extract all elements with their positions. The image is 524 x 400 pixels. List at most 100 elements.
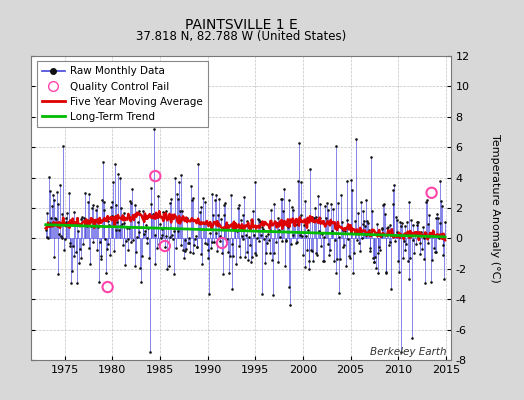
Point: [66, 240, 74, 246]
Point: [157, 234, 165, 241]
Point: [94, 224, 102, 230]
Point: [135, 208, 144, 214]
Point: [374, 250, 383, 256]
Point: [185, 235, 194, 241]
Point: [151, 232, 159, 238]
Point: [148, 214, 156, 220]
Point: [257, 232, 265, 238]
Point: [208, 239, 216, 245]
Point: [134, 219, 142, 225]
Point: [410, 250, 418, 256]
Point: [223, 222, 232, 228]
Point: [170, 270, 179, 277]
Point: [365, 227, 373, 233]
Point: [171, 175, 179, 182]
Point: [166, 234, 174, 241]
Point: [377, 226, 386, 232]
Point: [135, 229, 143, 236]
Point: [118, 221, 126, 227]
Point: [132, 249, 140, 256]
Point: [290, 219, 299, 226]
Point: [69, 243, 77, 250]
Point: [64, 190, 73, 196]
Point: [424, 240, 433, 246]
Point: [85, 245, 94, 252]
Point: [149, 126, 158, 132]
Point: [238, 233, 246, 240]
Point: [225, 270, 233, 276]
Point: [122, 238, 130, 244]
Point: [92, 207, 100, 213]
Point: [172, 244, 180, 251]
Point: [421, 280, 430, 287]
Point: [219, 271, 227, 278]
Point: [115, 226, 123, 233]
Point: [108, 199, 117, 205]
Point: [270, 250, 279, 256]
Point: [402, 241, 410, 248]
Point: [374, 270, 382, 277]
Point: [52, 216, 60, 223]
Point: [413, 219, 421, 225]
Point: [41, 226, 50, 233]
Point: [161, 243, 169, 249]
Point: [50, 253, 59, 260]
Point: [280, 263, 289, 270]
Point: [51, 215, 59, 222]
Point: [274, 258, 282, 265]
Point: [244, 257, 253, 264]
Point: [203, 255, 212, 261]
Point: [397, 222, 405, 229]
Point: [343, 178, 351, 184]
Point: [362, 197, 370, 203]
Point: [311, 214, 320, 220]
Point: [400, 238, 408, 244]
Point: [292, 240, 300, 246]
Point: [152, 245, 161, 251]
Point: [147, 201, 156, 207]
Point: [308, 214, 316, 220]
Point: [100, 206, 108, 213]
Point: [297, 178, 305, 185]
Point: [248, 254, 256, 260]
Point: [336, 256, 344, 262]
Point: [74, 227, 82, 234]
Point: [345, 253, 353, 260]
Point: [411, 240, 420, 247]
Point: [245, 234, 253, 240]
Point: [160, 210, 168, 216]
Point: [428, 190, 436, 196]
Point: [128, 186, 136, 192]
Point: [124, 236, 133, 242]
Point: [43, 234, 51, 241]
Point: [129, 213, 138, 220]
Point: [272, 239, 280, 246]
Point: [83, 223, 91, 230]
Point: [131, 262, 139, 269]
Point: [334, 200, 342, 207]
Point: [194, 161, 202, 167]
Point: [418, 246, 426, 252]
Point: [192, 244, 201, 250]
Point: [307, 246, 315, 253]
Point: [127, 238, 136, 245]
Point: [281, 238, 290, 244]
Point: [266, 250, 275, 256]
Point: [363, 218, 372, 224]
Point: [64, 222, 72, 228]
Point: [112, 227, 120, 233]
Point: [289, 232, 298, 238]
Point: [183, 215, 191, 222]
Point: [316, 214, 325, 221]
Point: [434, 235, 443, 241]
Point: [254, 238, 263, 244]
Point: [215, 233, 224, 240]
Point: [151, 173, 159, 179]
Point: [69, 209, 78, 215]
Point: [407, 217, 415, 223]
Point: [373, 221, 381, 227]
Point: [58, 210, 67, 217]
Point: [259, 226, 267, 233]
Point: [227, 241, 236, 248]
Point: [370, 258, 379, 265]
